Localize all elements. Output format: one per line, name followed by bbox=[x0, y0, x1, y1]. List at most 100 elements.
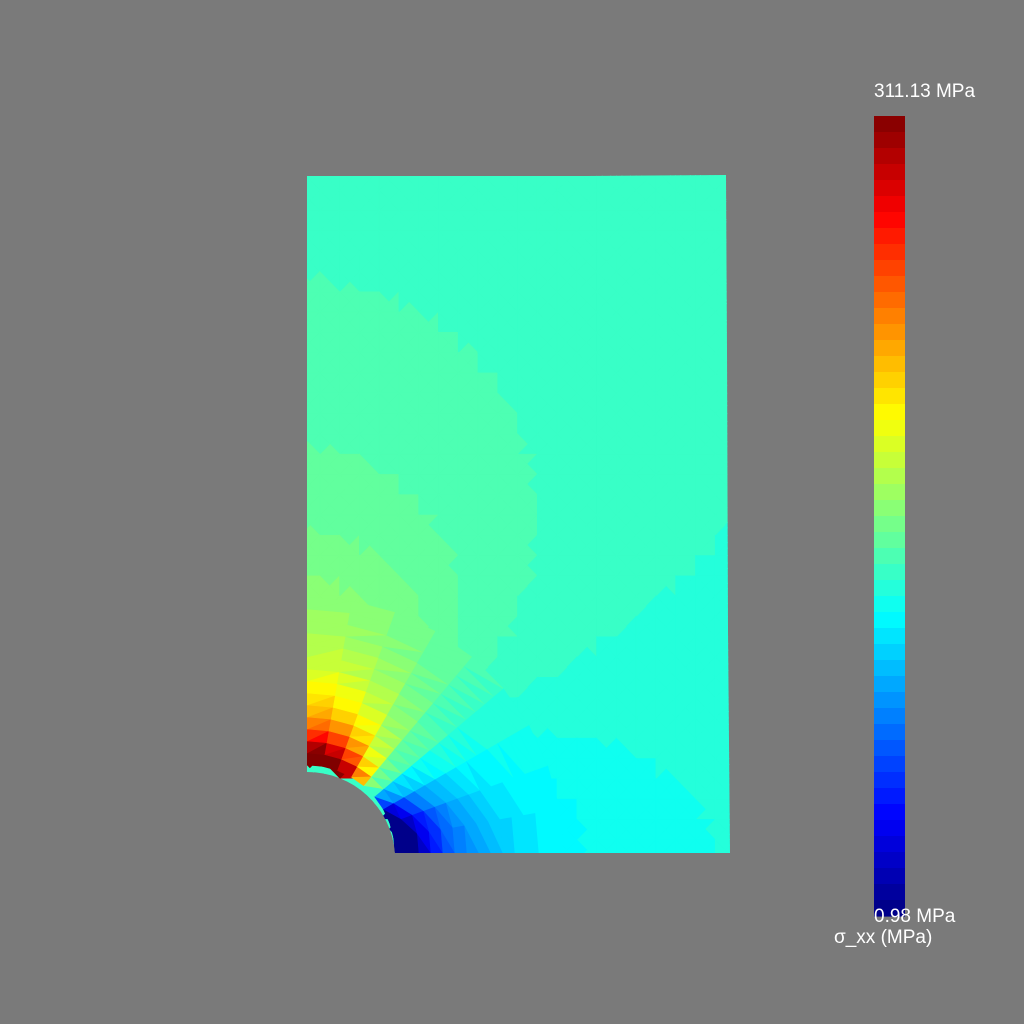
mesh-element bbox=[517, 372, 528, 394]
colorbar-band bbox=[874, 580, 905, 597]
mesh-element bbox=[359, 392, 370, 415]
mesh-element bbox=[307, 819, 321, 830]
mesh-element bbox=[378, 453, 390, 476]
mesh-element bbox=[616, 534, 627, 557]
mesh-element bbox=[339, 554, 350, 577]
mesh-element bbox=[576, 433, 588, 455]
colorbar-band bbox=[874, 852, 905, 869]
colorbar-band bbox=[874, 260, 905, 277]
mesh-element bbox=[714, 189, 726, 212]
mesh-element bbox=[359, 372, 370, 394]
mesh-element bbox=[418, 493, 429, 516]
mesh-element bbox=[418, 372, 429, 394]
colorbar-band bbox=[874, 484, 905, 501]
mesh-element bbox=[635, 554, 647, 577]
mesh-element bbox=[339, 331, 350, 354]
mesh-element bbox=[309, 798, 321, 821]
mesh-element bbox=[418, 209, 429, 232]
mesh-element bbox=[497, 595, 509, 618]
colorbar-band bbox=[874, 196, 905, 213]
mesh-element bbox=[635, 372, 647, 394]
mesh-element bbox=[556, 189, 568, 212]
mesh-element bbox=[517, 311, 528, 334]
mesh-element bbox=[536, 311, 548, 334]
mesh-element bbox=[319, 554, 331, 577]
mesh-element bbox=[359, 554, 370, 577]
mesh-element bbox=[477, 493, 489, 516]
mesh-element bbox=[477, 351, 489, 374]
mesh-element bbox=[635, 595, 647, 618]
mesh-element bbox=[724, 230, 730, 252]
mesh-element bbox=[724, 250, 730, 273]
mesh-element bbox=[457, 534, 469, 557]
mesh-element bbox=[349, 798, 360, 821]
mesh-element bbox=[358, 808, 380, 820]
mesh-element bbox=[339, 838, 350, 853]
mesh-element bbox=[378, 433, 390, 455]
mesh-element bbox=[576, 575, 588, 597]
mesh-element bbox=[616, 351, 627, 374]
mesh-element bbox=[359, 230, 370, 252]
mesh-element bbox=[714, 291, 726, 313]
mesh-element bbox=[339, 372, 350, 394]
mesh-element bbox=[339, 453, 350, 476]
mesh-element bbox=[616, 311, 627, 334]
mesh-element bbox=[675, 291, 686, 313]
mesh-element bbox=[695, 656, 706, 679]
mesh-element bbox=[398, 250, 410, 273]
mesh-element bbox=[714, 656, 726, 679]
colorbar-band bbox=[874, 500, 905, 517]
mesh-element bbox=[398, 575, 410, 597]
mesh-element bbox=[596, 453, 607, 476]
mesh-element bbox=[714, 453, 726, 476]
mesh-element bbox=[338, 849, 361, 853]
mesh-element bbox=[497, 392, 509, 415]
mesh-element bbox=[339, 230, 350, 252]
mesh-element bbox=[378, 331, 390, 354]
mesh-element bbox=[576, 331, 588, 354]
mesh-element bbox=[338, 819, 361, 830]
mesh-element bbox=[616, 595, 627, 618]
mesh-element bbox=[477, 311, 489, 334]
mesh-element bbox=[576, 656, 588, 679]
mesh-element bbox=[536, 209, 548, 232]
mesh-element bbox=[319, 534, 331, 557]
mesh-element bbox=[655, 493, 667, 516]
mesh-element bbox=[616, 575, 627, 597]
mesh-element bbox=[576, 351, 588, 374]
mesh-element bbox=[418, 291, 429, 313]
mesh-element bbox=[378, 838, 390, 853]
mesh-element bbox=[477, 270, 489, 293]
mesh-element bbox=[438, 230, 449, 252]
mesh-element bbox=[635, 291, 647, 313]
mesh-element bbox=[378, 514, 390, 537]
mesh-element bbox=[378, 473, 390, 496]
mesh-element bbox=[695, 230, 706, 252]
mesh-element bbox=[319, 514, 331, 537]
mesh-element bbox=[655, 270, 667, 293]
mesh-element bbox=[438, 514, 449, 537]
mesh-element bbox=[358, 829, 380, 841]
mesh-element bbox=[457, 230, 469, 252]
mesh-element bbox=[457, 209, 469, 232]
mesh-element bbox=[517, 534, 528, 557]
mesh-element bbox=[675, 453, 686, 476]
mesh-element bbox=[714, 433, 726, 455]
mesh-element bbox=[457, 351, 469, 374]
mesh-element bbox=[695, 209, 706, 232]
mesh-element bbox=[319, 818, 331, 841]
mesh-element bbox=[319, 839, 341, 851]
mesh-element bbox=[616, 433, 627, 455]
mesh-element bbox=[477, 230, 489, 252]
mesh-element bbox=[655, 453, 667, 476]
mesh-element bbox=[616, 250, 627, 273]
mesh-element bbox=[338, 808, 361, 820]
mesh-element bbox=[517, 189, 528, 212]
mesh-element bbox=[635, 230, 647, 252]
mesh-element bbox=[695, 270, 706, 293]
mesh-element bbox=[497, 230, 509, 252]
mesh-element bbox=[438, 270, 449, 293]
colorbar-band bbox=[874, 356, 905, 373]
mesh-element bbox=[338, 829, 361, 841]
mesh-element bbox=[675, 392, 686, 415]
